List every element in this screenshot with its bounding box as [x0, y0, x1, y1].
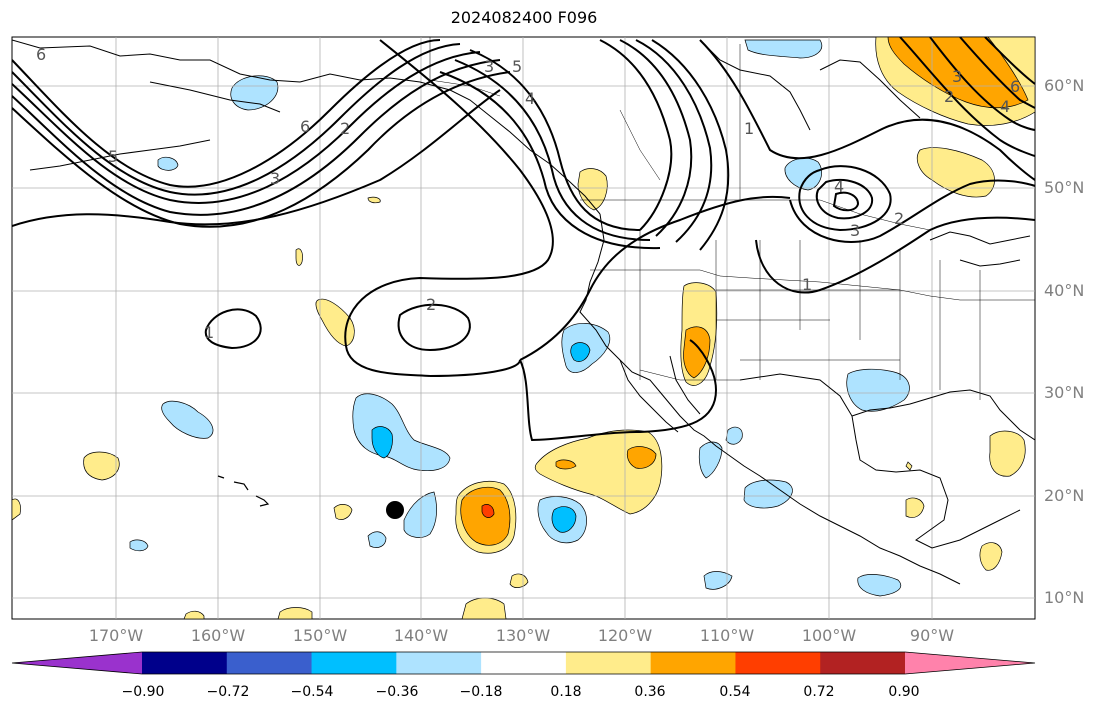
colorbar-extend-low [12, 652, 142, 674]
contour-label: 6 [300, 117, 310, 136]
lon-label-90w: 90°W [909, 626, 955, 645]
contour-label: 4 [834, 177, 844, 196]
colorbar-tick-label: 0.54 [719, 684, 751, 700]
colorbar-tick-label: −0.54 [290, 684, 334, 700]
contour-label: 4 [525, 89, 535, 108]
contour-label: 1 [802, 275, 812, 294]
colorbar-tick-label: −0.36 [375, 684, 419, 700]
map-frame [11, 36, 1036, 620]
lon-label-140w: 140°W [393, 626, 449, 645]
shaded-anomalies [12, 37, 1035, 619]
colorbar-tick-label: 0.72 [803, 684, 835, 700]
colorbar-extend-high [905, 652, 1035, 674]
coastlines [12, 39, 1035, 585]
contour-label: 6 [36, 45, 46, 64]
contour-label: 4 [1000, 97, 1010, 116]
contour-label: 1 [744, 119, 754, 138]
colorbar-segment [311, 652, 397, 674]
contour-label: 2 [426, 295, 436, 314]
lon-label-160w: 160°W [190, 626, 246, 645]
hawaii-islands [217, 475, 270, 507]
contour-label: 2 [944, 87, 954, 106]
lon-label-150w: 150°W [292, 626, 348, 645]
colorbar-tick-label: −0.72 [206, 684, 250, 700]
colorbar-segment [396, 652, 482, 674]
colorbar-tick-label: −0.18 [459, 684, 503, 700]
map-title: 2024082400 F096 [450, 8, 598, 27]
lon-label-120w: 120°W [597, 626, 653, 645]
contour-label: 3 [952, 67, 962, 86]
lon-label-100w: 100°W [801, 626, 857, 645]
lat-label-30n: 30°N [1044, 383, 1085, 402]
contour-label: 2 [340, 119, 350, 138]
storm-marker [386, 501, 404, 519]
lat-label-60n: 60°N [1044, 76, 1085, 95]
contour-label: 5 [108, 147, 118, 166]
colorbar-segment [820, 652, 906, 674]
lon-label-170w: 170°W [88, 626, 144, 645]
contour-lines [12, 37, 1035, 442]
contour-label: 3 [484, 57, 494, 76]
contour-label: 6 [1010, 77, 1020, 96]
colorbar-tick-label: −0.90 [121, 684, 165, 700]
contour-label: 1 [204, 323, 214, 342]
contour-label: 3 [850, 221, 860, 240]
lat-label-10n: 10°N [1044, 588, 1085, 607]
contour-label: 2 [894, 209, 904, 228]
colorbar-segment [650, 652, 736, 674]
contour-label: 3 [270, 169, 280, 188]
colorbar-segment [565, 652, 652, 674]
lat-label-20n: 20°N [1044, 486, 1085, 505]
lat-label-50n: 50°N [1044, 178, 1085, 197]
colorbar-segment [735, 652, 821, 674]
contour-label-group: 6 5 3 2 6 5 4 3 1 2 1 4 3 2 1 3 2 6 4 [36, 45, 1020, 342]
colorbar-segment [481, 652, 567, 674]
lon-label-130w: 130°W [495, 626, 551, 645]
colorbar-tick-label: 0.18 [550, 684, 582, 700]
lat-label-40n: 40°N [1044, 281, 1085, 300]
colorbar-segment [226, 652, 313, 674]
colorbar [11, 651, 1036, 675]
colorbar-outline [11, 651, 1036, 675]
contour-label: 5 [512, 57, 522, 76]
colorbar-segment [142, 652, 228, 674]
lon-label-110w: 110°W [699, 626, 755, 645]
colorbar-tick-label: 0.36 [634, 684, 666, 700]
colorbar-tick-label: 0.90 [888, 684, 920, 700]
